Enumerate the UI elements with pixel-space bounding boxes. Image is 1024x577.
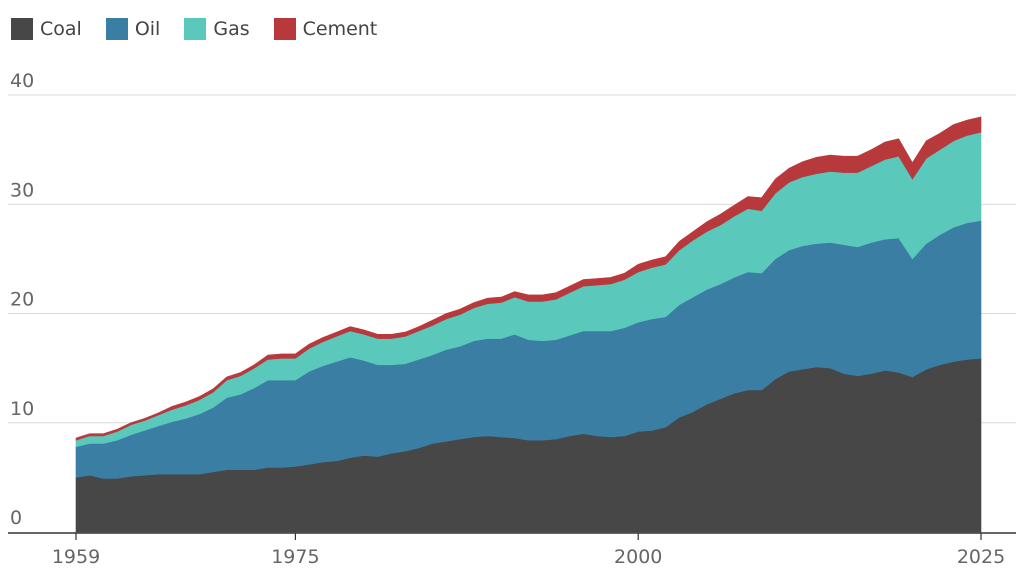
legend-item-coal[interactable]: Coal	[11, 18, 82, 40]
y-tick-label-0: 0	[10, 507, 22, 529]
axes: 0 10 20 30 40 1959 1975 2000 2025	[8, 70, 1016, 568]
legend-item-cement[interactable]: Cement	[273, 18, 378, 40]
area-series-layer	[75, 116, 982, 533]
y-tick-label-40: 40	[10, 70, 34, 92]
x-tick-label-1975: 1975	[271, 546, 319, 568]
legend-swatch-gas	[184, 18, 207, 40]
chart-legend: Coal Oil Gas Cement	[11, 18, 401, 40]
legend-swatch-oil	[105, 18, 128, 40]
legend-swatch-coal	[11, 18, 33, 40]
legend-swatch-cement	[273, 18, 296, 40]
x-tick-label-1959: 1959	[52, 546, 100, 568]
legend-label-oil: Oil	[134, 18, 161, 40]
area-series-cement[interactable]	[75, 116, 982, 441]
x-tick-label-2000: 2000	[614, 546, 662, 568]
legend-label-coal: Coal	[40, 18, 82, 40]
legend-item-gas[interactable]: Gas	[184, 18, 250, 40]
legend-label-gas: Gas	[213, 18, 250, 40]
y-tick-label-20: 20	[10, 289, 34, 311]
y-tick-label-10: 10	[10, 398, 34, 420]
legend-label-cement: Cement	[302, 18, 378, 40]
y-tick-label-30: 30	[10, 179, 34, 201]
x-tick-label-2025: 2025	[957, 546, 1005, 568]
legend-item-oil[interactable]: Oil	[105, 18, 161, 40]
